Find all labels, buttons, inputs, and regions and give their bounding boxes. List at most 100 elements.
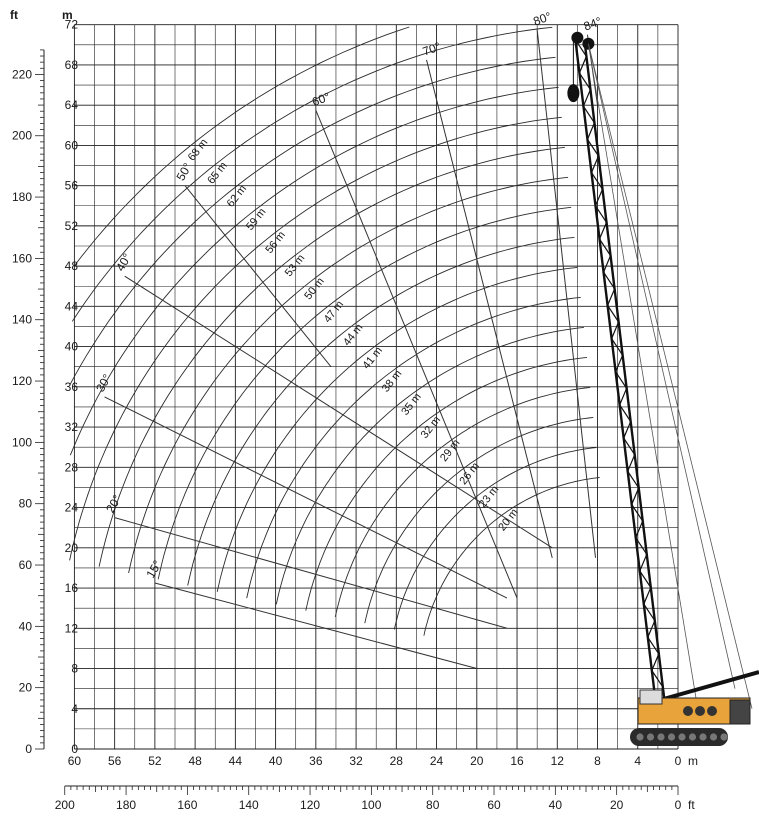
x-tick-label-m: 44 (229, 754, 243, 768)
x-tick-label-m: 60 (68, 754, 82, 768)
x-tick-label-m: 48 (188, 754, 202, 768)
track-roller (657, 733, 665, 741)
jib-arc (98, 146, 565, 567)
y-tick-label-m: 24 (65, 501, 79, 515)
y-tick-label-m: 72 (65, 18, 79, 32)
x-tick-label-m: 4 (634, 754, 641, 768)
track-roller (699, 733, 707, 741)
y-tick-label-m: 16 (65, 581, 79, 595)
jib-arc (157, 206, 572, 580)
jib-length-arcs (69, 26, 600, 636)
y-tick-label-ft: 80 (19, 497, 33, 511)
x-tick-label-m: 0 (675, 754, 682, 768)
x-tick-label-ft: 120 (300, 798, 320, 812)
jib-length-label: 35 m (399, 391, 424, 418)
track-roller (688, 733, 697, 741)
x-tick-label-ft: 60 (487, 798, 501, 812)
crawler-crane (567, 31, 759, 746)
jib-length-label: 53 m (283, 252, 308, 279)
x-tick-label-m: 8 (594, 754, 601, 768)
x-tick-label-ft: 160 (177, 798, 197, 812)
jib-arc (423, 477, 600, 636)
y-tick-label-m: 8 (71, 662, 78, 676)
x-tick-label-m: 32 (349, 754, 363, 768)
angle-label: 70° (421, 39, 443, 58)
y-tick-label-ft: 180 (12, 190, 32, 204)
angle-line (154, 582, 477, 670)
grid (73, 24, 679, 750)
mast (659, 670, 759, 702)
track-roller (709, 733, 718, 741)
angle-line (104, 396, 508, 599)
x-unit-label-ft: ft (688, 798, 695, 812)
angle-line (124, 275, 553, 549)
jib-arc (364, 416, 594, 624)
jib-length-label: 29 m (438, 437, 463, 464)
winch-drum (683, 706, 693, 716)
jib-arc (305, 356, 588, 611)
winch-drum (695, 706, 705, 716)
jib-arc (393, 447, 597, 630)
y-tick-label-m: 44 (65, 299, 79, 313)
y-tick-label-ft: 40 (19, 619, 33, 633)
y-tick-label-m: 12 (65, 621, 79, 635)
boom-lacing (574, 39, 664, 704)
jib-arc (69, 86, 559, 456)
y-tick-label-ft: 20 (19, 681, 33, 695)
y-tick-label-ft: 60 (19, 558, 33, 572)
track-roller (678, 733, 686, 741)
y-tick-label-m: 28 (65, 460, 79, 474)
x-tick-label-m: 28 (390, 754, 404, 768)
x-tick-label-ft: 100 (361, 798, 381, 812)
y-tick-label-m: 64 (65, 98, 79, 112)
y-tick-label-m: 32 (65, 420, 79, 434)
x-tick-label-m: 16 (510, 754, 524, 768)
x-tick-label-ft: 0 (675, 798, 682, 812)
jib-arc (69, 56, 556, 386)
angle-line (426, 59, 553, 558)
track-roller (646, 733, 655, 741)
x-tick-label-ft: 180 (116, 798, 136, 812)
angle-lines (104, 29, 599, 670)
x-tick-label-ft: 20 (610, 798, 624, 812)
boom-chord (583, 39, 667, 704)
jib-length-label: 44 m (341, 322, 366, 349)
angle-label: 20° (103, 492, 124, 515)
m-unit-label: m (62, 8, 73, 22)
y-tick-label-m: 56 (65, 179, 79, 193)
y-tick-label-ft: 140 (12, 313, 32, 327)
x-tick-label-m: 36 (309, 754, 323, 768)
pendant-line (587, 43, 697, 699)
ft-unit-label: ft (10, 8, 18, 22)
y-tick-label-m: 0 (71, 742, 78, 756)
y-tick-label-m: 68 (65, 58, 79, 72)
y-tick-label-m: 52 (65, 219, 79, 233)
x-tick-label-m: 12 (551, 754, 565, 768)
jib-arc (216, 266, 578, 592)
angle-label: 15° (143, 558, 164, 581)
track-roller (636, 733, 644, 741)
jib-arc (128, 176, 569, 574)
angle-label: 84° (582, 14, 604, 33)
x-tick-label-ft: 140 (239, 798, 259, 812)
operator-cab (639, 689, 663, 705)
jib-arc (73, 26, 410, 267)
x-tick-label-ft: 80 (426, 798, 440, 812)
x-tick-label-m: 24 (430, 754, 444, 768)
track-roller (720, 733, 728, 741)
y-tick-label-m: 48 (65, 259, 79, 273)
y-tick-label-ft: 120 (12, 374, 32, 388)
labels: 68 m65 m62 m59 m56 m53 m50 m47 m44 m41 m… (93, 9, 604, 580)
x-unit-label-m: m (688, 754, 698, 768)
pendant-line (587, 43, 753, 709)
y-tick-label-m: 36 (65, 380, 79, 394)
x-tick-label-ft: 40 (549, 798, 563, 812)
jib-length-label: 41 m (360, 345, 385, 372)
counterweight (729, 699, 751, 725)
track-roller (667, 733, 676, 741)
y-tick-label-m: 4 (71, 702, 78, 716)
angle-line (315, 109, 518, 599)
x-tick-label-m: 20 (470, 754, 484, 768)
jib-arc (71, 26, 553, 322)
